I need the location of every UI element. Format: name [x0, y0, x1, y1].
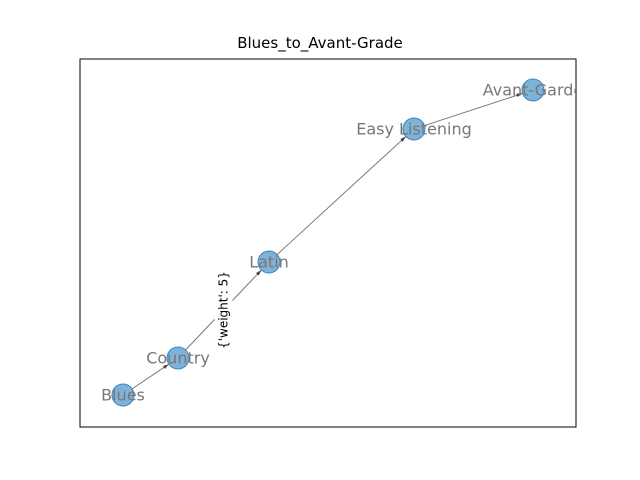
node-label-latin: Latin — [249, 253, 289, 272]
edge-label: {'weight': 5} — [217, 271, 231, 349]
node-label-easy-listening: Easy Listening — [356, 120, 472, 139]
node-latin — [257, 250, 281, 274]
node-label-country: Country — [146, 349, 210, 368]
node-avant-garde — [521, 78, 545, 102]
edge-latin-to-easy-listening — [276, 136, 407, 255]
diagram-title: Blues_to_Avant-Grade — [237, 34, 403, 52]
edge-blues-to-country — [131, 363, 170, 390]
edge-easy-listening-to-avant-garde — [424, 92, 523, 127]
node-label-avant-garde: Avant-Garde — [483, 81, 584, 100]
plot-frame — [79, 58, 577, 428]
edge-label-background — [214, 268, 233, 352]
edge-labels-layer: {'weight': 5} — [214, 268, 233, 352]
node-easy-listening — [402, 117, 426, 141]
node-blues — [111, 383, 135, 407]
node-label-blues: Blues — [101, 386, 145, 405]
node-country — [166, 346, 190, 370]
